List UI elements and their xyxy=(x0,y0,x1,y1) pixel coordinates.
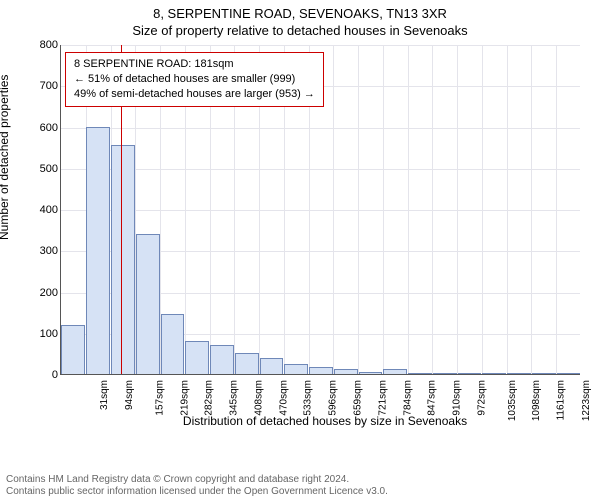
grid-line-h xyxy=(61,128,580,129)
x-tick-label: 721sqm xyxy=(377,380,388,416)
x-tick-label: 1161sqm xyxy=(556,380,567,420)
x-tick-label: 94sqm xyxy=(124,380,135,410)
y-axis-label: Number of detached properties xyxy=(0,75,11,240)
histogram-bar xyxy=(532,373,556,374)
histogram-bar xyxy=(210,345,234,374)
grid-line-v xyxy=(531,45,532,374)
histogram-bar xyxy=(359,372,383,374)
histogram-bar xyxy=(482,373,506,374)
x-tick-label: 784sqm xyxy=(402,380,413,416)
x-tick-label: 31sqm xyxy=(99,380,110,410)
grid-line-v xyxy=(358,45,359,374)
histogram-bar xyxy=(86,127,110,375)
grid-line-v xyxy=(432,45,433,374)
histogram-bar xyxy=(458,373,482,374)
x-tick-label: 972sqm xyxy=(476,380,487,416)
grid-line-v xyxy=(408,45,409,374)
histogram-bar xyxy=(185,341,209,374)
y-tick-label: 300 xyxy=(36,245,58,257)
footer-line2: Contains public sector information licen… xyxy=(6,486,594,498)
histogram-bar xyxy=(61,325,85,375)
histogram-bar xyxy=(161,314,185,374)
callout-line2: ← 51% of detached houses are smaller (99… xyxy=(74,72,315,87)
grid-line-h xyxy=(61,210,580,211)
page-title-sub: Size of property relative to detached ho… xyxy=(0,21,600,38)
y-tick-label: 700 xyxy=(36,80,58,92)
grid-line-v xyxy=(333,45,334,374)
y-tick-label: 800 xyxy=(36,39,58,51)
x-tick-label: 533sqm xyxy=(303,380,314,416)
grid-line-v xyxy=(457,45,458,374)
grid-line-v xyxy=(482,45,483,374)
histogram-bar xyxy=(111,145,135,374)
y-tick-label: 0 xyxy=(36,369,58,381)
histogram-bar xyxy=(309,367,333,374)
x-tick-label: 847sqm xyxy=(427,380,438,416)
x-tick-label: 157sqm xyxy=(154,380,165,416)
grid-line-h xyxy=(61,169,580,170)
x-tick-label: 659sqm xyxy=(353,380,364,416)
x-tick-label: 282sqm xyxy=(204,380,215,416)
grid-line-h xyxy=(61,45,580,46)
histogram-bar xyxy=(235,353,259,374)
x-tick-label: 219sqm xyxy=(179,380,190,416)
y-tick-label: 500 xyxy=(36,163,58,175)
x-tick-label: 345sqm xyxy=(229,380,240,416)
grid-line-v xyxy=(507,45,508,374)
histogram-bar xyxy=(433,373,457,374)
histogram-bar xyxy=(260,358,284,375)
x-tick-label: 470sqm xyxy=(278,380,289,416)
histogram-bar xyxy=(408,373,432,374)
x-tick-label: 1098sqm xyxy=(531,380,542,421)
footer-attribution: Contains HM Land Registry data © Crown c… xyxy=(6,474,594,498)
grid-line-v xyxy=(556,45,557,374)
histogram-bar xyxy=(284,364,308,374)
histogram-bar xyxy=(334,369,358,374)
x-tick-label: 596sqm xyxy=(328,380,339,416)
x-tick-label: 910sqm xyxy=(452,380,463,416)
histogram-bar xyxy=(136,234,160,374)
callout-line1: 8 SERPENTINE ROAD: 181sqm xyxy=(74,57,315,72)
y-tick-label: 100 xyxy=(36,328,58,340)
histogram-bar xyxy=(557,373,581,374)
page-title-main: 8, SERPENTINE ROAD, SEVENOAKS, TN13 3XR xyxy=(0,0,600,21)
histogram-bar xyxy=(383,369,407,374)
footer-line1: Contains HM Land Registry data © Crown c… xyxy=(6,474,594,486)
histogram-bar xyxy=(507,373,531,374)
y-tick-label: 200 xyxy=(36,287,58,299)
x-tick-label: 1223sqm xyxy=(581,380,592,421)
marker-callout: 8 SERPENTINE ROAD: 181sqm ← 51% of detac… xyxy=(65,52,324,107)
grid-line-v xyxy=(383,45,384,374)
y-tick-label: 600 xyxy=(36,122,58,134)
callout-line3: 49% of semi-detached houses are larger (… xyxy=(74,87,315,102)
x-tick-label: 1035sqm xyxy=(507,380,518,421)
x-tick-label: 408sqm xyxy=(254,380,265,416)
y-tick-label: 400 xyxy=(36,204,58,216)
